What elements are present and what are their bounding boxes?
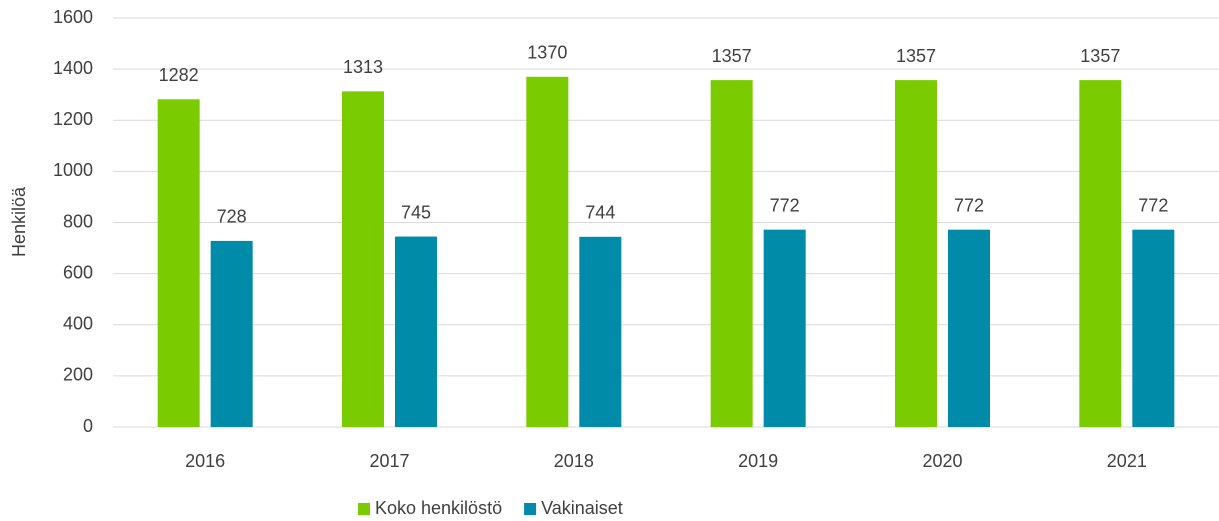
data-label: 1357 (1080, 46, 1120, 66)
x-tick-label: 2018 (554, 451, 594, 471)
bar (579, 236, 622, 427)
x-tick-label: 2016 (185, 451, 225, 471)
data-label: 772 (1138, 195, 1168, 215)
legend-swatch (358, 503, 370, 515)
y-tick-label: 1400 (53, 58, 93, 78)
data-label: 772 (954, 195, 984, 215)
y-tick-label: 600 (63, 262, 93, 282)
bar (210, 240, 253, 427)
y-tick-label: 1200 (53, 109, 93, 129)
x-tick-label: 2017 (369, 451, 409, 471)
bar (1132, 229, 1175, 427)
x-tick-label: 2019 (738, 451, 778, 471)
bar (526, 76, 569, 427)
y-tick-label: 0 (83, 416, 93, 436)
x-tick-label: 2021 (1107, 451, 1147, 471)
data-label: 1357 (712, 46, 752, 66)
y-tick-label: 1600 (53, 7, 93, 27)
y-tick-label: 400 (63, 314, 93, 334)
bar (948, 229, 990, 427)
bar (157, 99, 200, 427)
data-label: 772 (770, 195, 800, 215)
x-tick-label: 2020 (922, 451, 962, 471)
y-axis-label: Henkilöä (9, 186, 29, 257)
bar (763, 229, 806, 427)
data-label: 745 (401, 202, 431, 222)
legend-label: Vakinaiset (541, 498, 623, 518)
data-label: 1282 (159, 65, 199, 85)
bar (895, 80, 937, 427)
legend-swatch (524, 503, 537, 515)
data-label: 728 (217, 207, 247, 227)
y-tick-label: 1000 (53, 160, 93, 180)
data-label: 1370 (527, 43, 567, 63)
y-tick-label: 200 (63, 365, 93, 385)
legend-label: Koko henkilöstö (375, 498, 502, 518)
data-label: 744 (585, 203, 615, 223)
data-label: 1313 (343, 57, 383, 77)
bar (710, 80, 753, 427)
y-tick-label: 800 (63, 211, 93, 231)
bar (1079, 80, 1122, 427)
data-label: 1357 (896, 46, 936, 66)
bar (342, 91, 384, 427)
bar (395, 236, 437, 427)
